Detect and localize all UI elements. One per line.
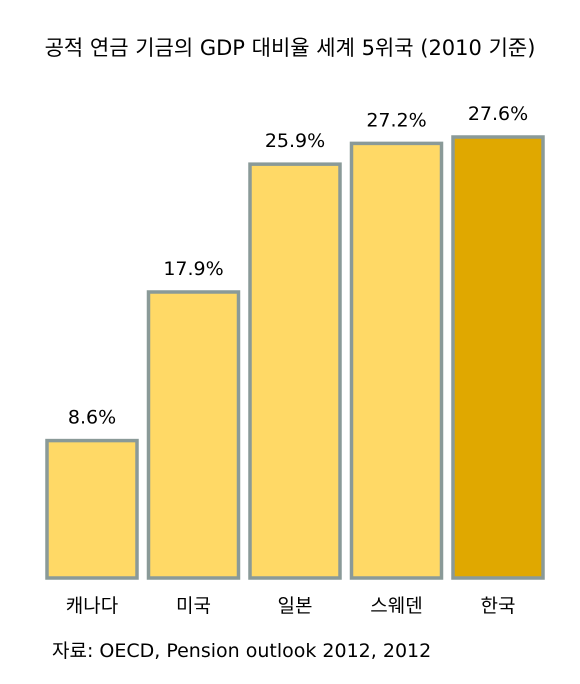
category-label-4: 스웨덴 [370, 595, 422, 617]
chart-title: 공적 연금 기금의 GDP 대비율 세계 5위국 (2010 기준) [44, 36, 536, 60]
bar-2 [146, 290, 241, 580]
data-label-3: 25.9% [265, 130, 325, 152]
category-label-1: 캐나다 [66, 595, 118, 617]
data-label-5: 27.6% [468, 103, 528, 125]
bar-1 [45, 438, 139, 580]
category-label-2: 미국 [176, 595, 211, 617]
category-label-5: 한국 [481, 595, 516, 617]
data-label-2: 17.9% [163, 258, 223, 280]
data-label-4: 27.2% [366, 109, 426, 131]
bar-4 [349, 141, 444, 580]
data-label-1: 8.6% [68, 407, 116, 429]
category-label-3: 일본 [278, 595, 313, 617]
bar-5 [451, 135, 545, 580]
bar-3 [248, 162, 342, 580]
source-note: 자료: OECD, Pension outlook 2012, 2012 [52, 640, 432, 662]
